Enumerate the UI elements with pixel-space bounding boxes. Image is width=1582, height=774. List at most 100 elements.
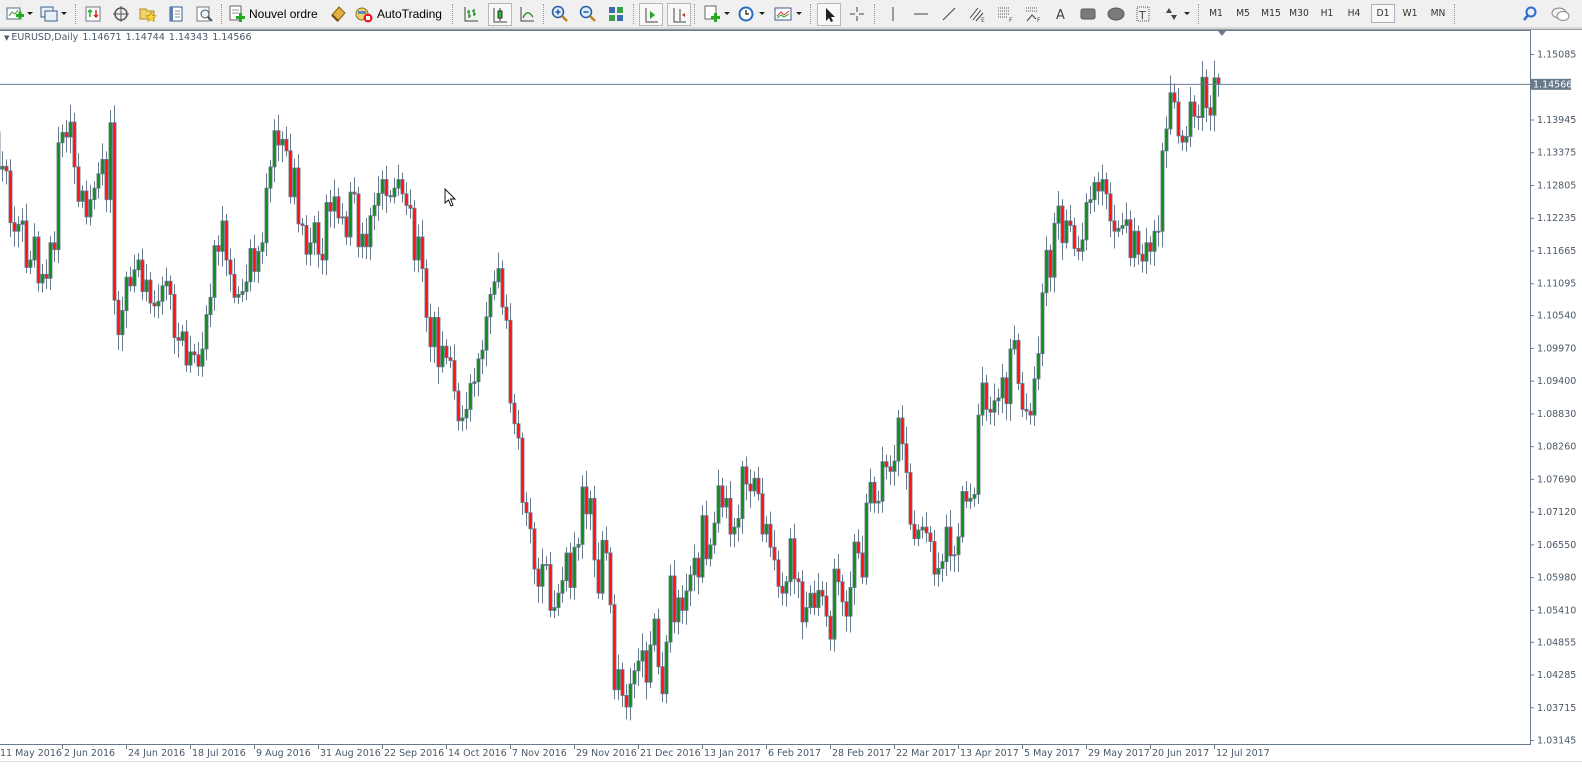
price-tick-label: 1.13945 [1537, 115, 1576, 126]
line-chart-button[interactable] [516, 3, 538, 24]
candle [4, 159, 9, 185]
bull-candle-body [992, 400, 997, 413]
new-chart-dropdown[interactable] [27, 12, 33, 15]
bull-candle-body [712, 522, 717, 546]
trendline-button[interactable] [938, 3, 960, 24]
arrows-button[interactable] [1160, 3, 1182, 24]
price-tick-label: 1.09970 [1537, 343, 1576, 354]
candle [716, 469, 721, 533]
bull-candle-body [492, 281, 497, 295]
candle [872, 476, 877, 513]
fibonacci-fan-icon: F [1026, 7, 1041, 23]
metaeditor-button[interactable] [327, 3, 349, 24]
bull-candle-body [1044, 249, 1049, 294]
tile-windows-button[interactable] [605, 3, 627, 24]
candlesticks-button[interactable] [488, 3, 512, 26]
bull-candle-body [80, 190, 85, 202]
price-axis: 1.15085 1.13945 1.13375 1.12805 1.12235 1.116… [1530, 50, 1576, 747]
horizontal-line-button[interactable] [910, 3, 932, 24]
autotrading-button[interactable]: AutoTrading [354, 3, 446, 24]
templates-dropdown[interactable] [796, 12, 802, 15]
timeframe-w1[interactable]: W1 [1402, 8, 1418, 19]
horizontal-line-icon [914, 13, 928, 14]
candle [484, 301, 489, 367]
price-chart[interactable]: 1.15085 1.13945 1.13375 1.12805 1.12235 1.116… [0, 30, 1582, 773]
favorites-button[interactable] [137, 3, 159, 24]
bull-candle-body [100, 158, 105, 175]
bull-candle-body [684, 590, 689, 611]
candle [232, 258, 237, 304]
timeframe-mn[interactable]: MN [1430, 8, 1446, 19]
timeframe-h1[interactable]: H1 [1320, 8, 1334, 19]
timeframe-m15[interactable]: M15 [1261, 8, 1281, 19]
bull-candle-body [1012, 339, 1017, 350]
candle [196, 342, 201, 376]
candle [1028, 403, 1033, 425]
candle [1016, 333, 1021, 391]
chat-button[interactable] [1548, 3, 1572, 24]
candle [88, 184, 93, 226]
bear-candle-body [860, 552, 865, 578]
candle [288, 133, 293, 204]
time-tick-label: 18 Jul 2016 [192, 748, 246, 759]
bear-candle-body [888, 466, 893, 472]
chart-shift-button[interactable] [667, 3, 691, 26]
candle [260, 232, 265, 264]
profiles-button[interactable] [38, 3, 60, 24]
candle [100, 143, 105, 186]
chart-shift-marker-icon[interactable] [1218, 31, 1226, 36]
timeframe-m1[interactable]: M1 [1209, 8, 1223, 19]
timeframe-d1[interactable]: D1 [1371, 4, 1395, 23]
bar-chart-button[interactable] [460, 3, 482, 24]
timeframe-m5[interactable]: M5 [1236, 8, 1250, 19]
candle [724, 485, 729, 519]
candle [524, 492, 529, 527]
timeframe-m30[interactable]: M30 [1289, 8, 1309, 19]
candle [780, 572, 785, 606]
periods-button[interactable] [735, 3, 757, 24]
indicators-dropdown[interactable] [724, 12, 730, 15]
cursor-button[interactable] [817, 3, 841, 26]
new-order-button[interactable]: Nouvel ordre [228, 3, 322, 24]
auto-scroll-button[interactable] [639, 3, 663, 26]
candle [396, 164, 401, 196]
candle [680, 585, 685, 624]
strategy-tester-button[interactable] [193, 3, 215, 24]
text-label-button[interactable]: T [1132, 3, 1154, 24]
rectangle-button[interactable] [1077, 3, 1099, 24]
search-button[interactable] [1520, 3, 1540, 24]
bull-candle-body [88, 199, 93, 218]
market-watch-button[interactable] [82, 3, 104, 24]
bear-candle-body [1148, 242, 1153, 252]
candle [720, 477, 725, 518]
chart-shift-icon [673, 7, 686, 22]
timeframe-h4[interactable]: H4 [1347, 8, 1361, 19]
ellipse-button[interactable] [1105, 3, 1127, 24]
crosshair-button[interactable] [846, 3, 868, 24]
new-chart-button[interactable] [4, 3, 26, 24]
bear-candle-body [528, 512, 533, 530]
equidistant-channel-button[interactable]: E [966, 3, 988, 24]
indicators-button[interactable] [701, 3, 723, 24]
bear-candle-body [356, 193, 361, 248]
vertical-line-button[interactable] [882, 3, 904, 24]
fibonacci-fan-button[interactable]: F [1022, 3, 1044, 24]
candle [668, 564, 673, 653]
bull-candle-body [972, 493, 977, 499]
candle [364, 218, 369, 260]
templates-button[interactable] [772, 3, 794, 24]
periods-dropdown[interactable] [759, 12, 765, 15]
arrows-dropdown[interactable] [1184, 12, 1190, 15]
collapse-triangle-icon[interactable]: ▼ [4, 34, 10, 42]
data-window-icon [169, 6, 183, 21]
navigator-button[interactable] [110, 3, 132, 24]
text-button[interactable]: A [1050, 3, 1072, 24]
zoom-out-button[interactable] [577, 3, 599, 24]
fibonacci-retracement-button[interactable]: F [994, 3, 1016, 24]
candle [856, 529, 861, 559]
bull-candle-body [784, 581, 789, 594]
candle [312, 215, 317, 256]
zoom-in-button[interactable] [549, 3, 571, 24]
data-window-button[interactable] [165, 3, 187, 24]
profiles-dropdown[interactable] [61, 12, 67, 15]
